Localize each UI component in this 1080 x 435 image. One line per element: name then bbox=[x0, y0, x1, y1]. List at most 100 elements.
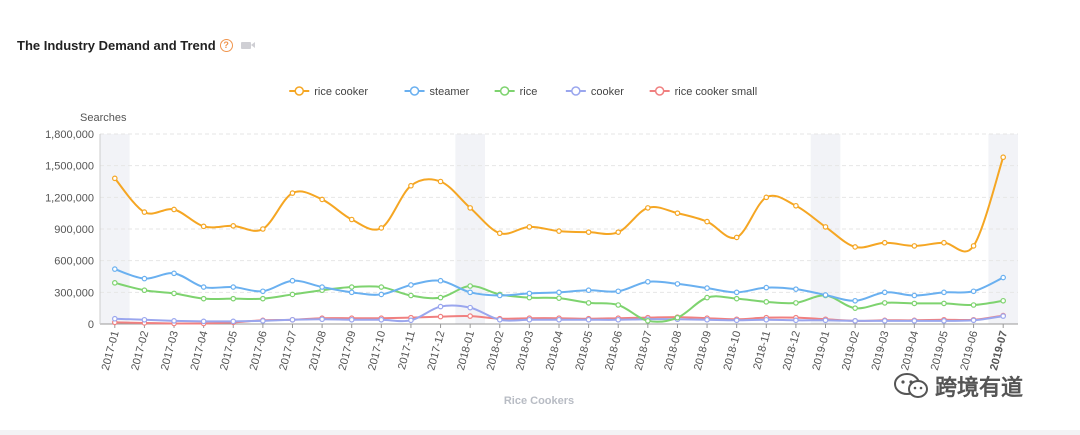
data-point bbox=[319, 196, 325, 203]
data-point bbox=[970, 288, 977, 295]
data-point bbox=[408, 282, 414, 288]
data-point bbox=[941, 318, 947, 324]
data-point bbox=[348, 289, 355, 296]
legend-item[interactable]: rice bbox=[494, 86, 538, 98]
legend-item[interactable]: steamer bbox=[404, 86, 470, 98]
y-tick-label: 900,000 bbox=[54, 224, 94, 236]
data-point bbox=[645, 318, 651, 324]
data-point bbox=[496, 316, 503, 323]
legend-label: cooker bbox=[591, 86, 624, 98]
data-point bbox=[112, 175, 118, 182]
data-point bbox=[526, 224, 533, 230]
data-point bbox=[348, 316, 355, 323]
data-point bbox=[615, 316, 622, 323]
legend-marker bbox=[654, 86, 665, 96]
x-tick-label: 2019-06 bbox=[958, 330, 980, 372]
data-point bbox=[881, 300, 888, 306]
legend-marker bbox=[571, 86, 581, 96]
data-point bbox=[1000, 313, 1006, 319]
data-point bbox=[378, 225, 385, 231]
data-point bbox=[171, 318, 177, 324]
x-tick-label: 2017-05 bbox=[218, 330, 240, 372]
x-tick-label: 2017-01 bbox=[100, 330, 122, 372]
data-point bbox=[615, 229, 622, 235]
x-tick-label: 2017-06 bbox=[248, 330, 270, 372]
data-point bbox=[852, 318, 858, 324]
y-tick-label: 1,500,000 bbox=[45, 161, 94, 173]
legend-item[interactable]: rice cooker bbox=[289, 86, 368, 98]
data-point bbox=[526, 290, 533, 297]
x-tick-label: 2018-10 bbox=[722, 330, 744, 372]
data-point bbox=[378, 316, 385, 323]
data-point bbox=[1000, 154, 1006, 161]
series-steamer bbox=[112, 266, 1006, 304]
data-point bbox=[733, 317, 740, 324]
data-point bbox=[200, 223, 207, 230]
data-point bbox=[141, 287, 148, 294]
data-point bbox=[615, 302, 622, 308]
data-point bbox=[496, 292, 503, 299]
legend-marker bbox=[294, 86, 304, 96]
data-point bbox=[467, 313, 473, 319]
video-icon[interactable] bbox=[240, 42, 255, 49]
data-point bbox=[645, 278, 651, 285]
data-point bbox=[941, 289, 947, 296]
chart-title: The Industry Demand and Trend ? bbox=[17, 38, 255, 53]
data-point bbox=[556, 295, 562, 301]
x-tick-label: 2019-04 bbox=[899, 330, 921, 372]
data-point bbox=[496, 230, 503, 237]
x-axis-label: Rice Cookers bbox=[504, 395, 574, 407]
data-point bbox=[200, 295, 207, 302]
data-point bbox=[230, 295, 237, 302]
data-point bbox=[881, 239, 888, 246]
data-point bbox=[704, 294, 710, 301]
data-point bbox=[585, 300, 592, 306]
help-icon[interactable]: ? bbox=[219, 39, 233, 52]
y-axis-label: Searches bbox=[80, 112, 127, 124]
series-cooker bbox=[112, 303, 1006, 325]
data-point bbox=[348, 216, 355, 223]
chart-title-text: The Industry Demand and Trend bbox=[17, 38, 216, 53]
x-tick-label: 2017-11 bbox=[396, 330, 418, 371]
data-point bbox=[319, 316, 325, 323]
data-point bbox=[941, 300, 947, 307]
data-point bbox=[112, 280, 118, 286]
data-point bbox=[378, 284, 385, 290]
x-tick-label: 2019-02 bbox=[840, 330, 862, 372]
data-point bbox=[230, 223, 237, 229]
x-tick-label: 2017-03 bbox=[159, 330, 181, 372]
y-tick-label: 600,000 bbox=[54, 256, 94, 268]
data-point bbox=[319, 284, 325, 290]
x-tick-label: 2018-12 bbox=[781, 330, 803, 372]
data-point bbox=[852, 244, 858, 250]
x-tick-label: 2019-01 bbox=[810, 330, 832, 372]
data-point bbox=[970, 302, 977, 308]
data-point bbox=[970, 243, 977, 249]
data-point bbox=[260, 226, 266, 232]
data-point bbox=[941, 239, 947, 246]
legend-label: rice cooker bbox=[314, 86, 368, 98]
watermark-text: 跨境有道 bbox=[935, 375, 1024, 400]
x-tick-label: 2017-10 bbox=[366, 330, 388, 372]
data-point bbox=[970, 317, 977, 324]
data-point bbox=[852, 297, 858, 304]
data-point bbox=[289, 291, 296, 298]
x-tick-label: 2017-04 bbox=[189, 330, 211, 372]
legend-item[interactable]: cooker bbox=[565, 86, 624, 98]
data-point bbox=[704, 316, 710, 323]
legend-item[interactable]: rice cooker small bbox=[649, 86, 758, 98]
data-point bbox=[437, 277, 444, 284]
data-point bbox=[852, 305, 858, 311]
y-tick-label: 1,200,000 bbox=[45, 192, 94, 204]
data-point bbox=[378, 291, 385, 298]
data-point bbox=[171, 206, 177, 213]
data-point bbox=[763, 316, 770, 323]
data-point bbox=[408, 317, 414, 324]
data-point bbox=[793, 317, 799, 324]
data-point bbox=[1000, 297, 1006, 304]
data-point bbox=[200, 284, 207, 290]
x-tick-label: 2017-07 bbox=[277, 330, 299, 372]
series-line-rice-cooker bbox=[114, 156, 1005, 253]
x-tick-label: 2019-03 bbox=[870, 330, 892, 372]
